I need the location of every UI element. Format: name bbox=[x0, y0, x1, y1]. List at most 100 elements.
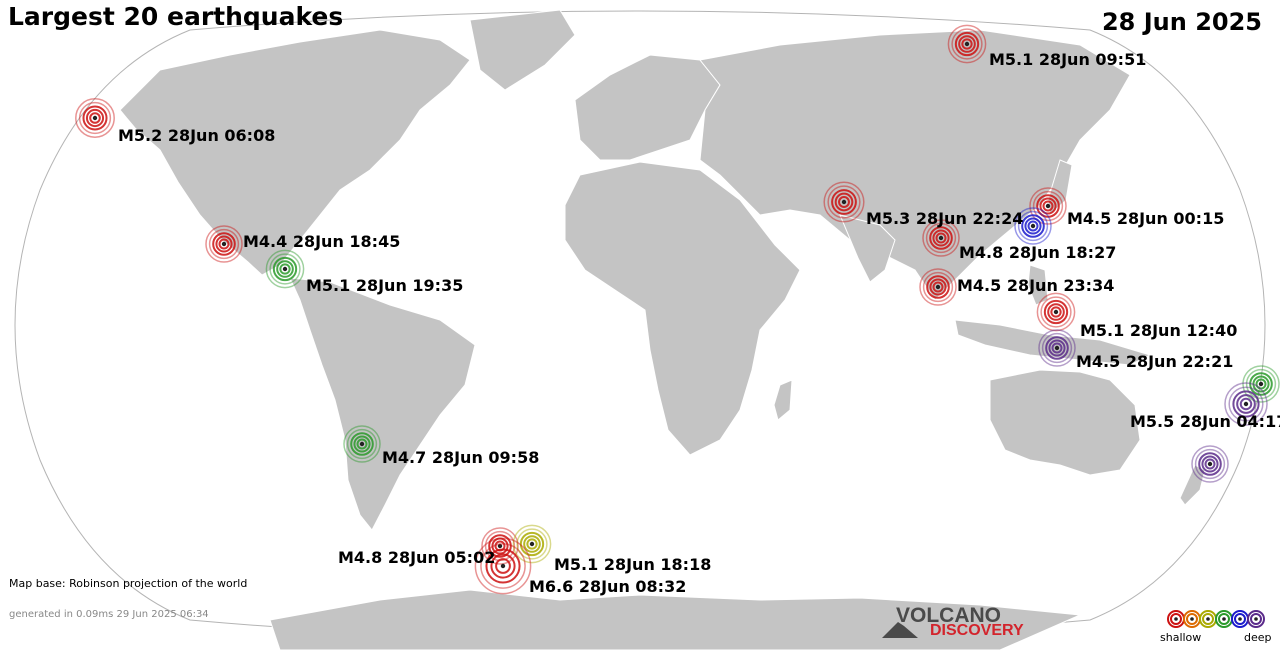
earthquake-marker[interactable] bbox=[1036, 292, 1076, 332]
logo-text-volcano: VOLCANO bbox=[896, 604, 1001, 627]
earthquake-label[interactable]: M4.8 28Jun 05:02 bbox=[338, 548, 496, 567]
map-title: Largest 20 earthquakes bbox=[8, 2, 344, 31]
earthquake-label[interactable]: M5.1 28Jun 19:35 bbox=[306, 276, 464, 295]
landmasses bbox=[119, 9, 1206, 650]
marker-ring bbox=[922, 219, 960, 257]
marker-ring bbox=[485, 548, 521, 584]
earthquake-label[interactable]: M4.5 28Jun 00:15 bbox=[1067, 209, 1225, 228]
earthquake-label[interactable]: M5.2 28Jun 06:08 bbox=[118, 126, 276, 145]
earthquake-marker[interactable] bbox=[922, 219, 960, 257]
earthquake-markers bbox=[75, 24, 1280, 595]
earthquake-marker[interactable] bbox=[474, 537, 532, 595]
land-india bbox=[839, 214, 896, 283]
earthquake-marker[interactable] bbox=[75, 98, 115, 138]
marker-center bbox=[1207, 461, 1213, 467]
marker-ring bbox=[951, 28, 983, 60]
marker-center bbox=[92, 115, 98, 121]
marker-ring bbox=[208, 228, 240, 260]
earthquake-marker[interactable] bbox=[343, 425, 381, 463]
marker-ring bbox=[516, 528, 548, 560]
earthquake-marker[interactable] bbox=[1242, 365, 1280, 403]
marker-ring bbox=[834, 192, 854, 212]
earthquake-label[interactable]: M4.8 28Jun 18:27 bbox=[959, 243, 1117, 262]
earthquake-marker[interactable] bbox=[1191, 445, 1229, 483]
marker-ring bbox=[350, 432, 374, 456]
marker-ring bbox=[480, 543, 526, 589]
marker-ring bbox=[929, 278, 947, 296]
earthquake-marker[interactable] bbox=[512, 524, 552, 564]
land-europe bbox=[574, 54, 721, 161]
marker-ring bbox=[926, 275, 950, 299]
marker-ring bbox=[954, 31, 980, 57]
marker-ring bbox=[279, 263, 291, 275]
marker-ring bbox=[488, 534, 512, 558]
land-greenland bbox=[469, 9, 576, 91]
depth-legend: shallow deep bbox=[1160, 608, 1272, 648]
marker-center bbox=[500, 563, 506, 569]
earthquake-label[interactable]: M5.1 28Jun 09:51 bbox=[989, 50, 1147, 69]
marker-ring bbox=[269, 253, 301, 285]
earthquake-marker[interactable] bbox=[947, 24, 987, 64]
marker-ring bbox=[346, 428, 378, 460]
marker-ring bbox=[1014, 207, 1052, 245]
earthquake-marker[interactable] bbox=[823, 181, 865, 223]
earthquake-label[interactable]: M4.5 28Jun 22:21 bbox=[1076, 352, 1234, 371]
marker-ring bbox=[1021, 214, 1045, 238]
marker-ring bbox=[1041, 332, 1073, 364]
earthquake-marker[interactable] bbox=[1038, 329, 1076, 367]
earthquake-marker[interactable] bbox=[1014, 207, 1052, 245]
map-date: 28 Jun 2025 bbox=[1101, 8, 1262, 36]
marker-center bbox=[1243, 401, 1249, 407]
earthquake-marker[interactable] bbox=[265, 249, 305, 289]
marker-ring bbox=[1042, 200, 1054, 212]
marker-ring bbox=[1242, 365, 1280, 403]
marker-ring bbox=[495, 558, 511, 574]
marker-ring bbox=[1048, 339, 1066, 357]
marker-ring bbox=[78, 101, 112, 135]
volcano-discovery-logo[interactable]: VOLCANO DISCOVERY bbox=[880, 604, 1040, 640]
marker-ring bbox=[265, 249, 305, 289]
earthquake-label[interactable]: M5.5 28Jun 04:17 bbox=[1130, 412, 1280, 431]
marker-ring bbox=[474, 537, 532, 595]
marker-ring bbox=[925, 222, 957, 254]
marker-ring bbox=[1038, 329, 1076, 367]
marker-ring bbox=[932, 229, 950, 247]
marker-center bbox=[359, 441, 365, 447]
marker-ring bbox=[831, 189, 857, 215]
earthquake-marker[interactable] bbox=[919, 268, 957, 306]
marker-ring bbox=[823, 181, 865, 223]
marker-center bbox=[529, 541, 535, 547]
marker-ring bbox=[1024, 217, 1042, 235]
marker-ring bbox=[89, 112, 101, 124]
marker-ring bbox=[1039, 197, 1057, 215]
marker-ring bbox=[75, 98, 115, 138]
land-south-america bbox=[289, 277, 476, 531]
earthquake-marker[interactable] bbox=[205, 225, 243, 263]
marker-ring bbox=[1228, 386, 1264, 422]
volcano-icon bbox=[882, 622, 918, 638]
marker-ring bbox=[490, 553, 516, 579]
marker-ring bbox=[276, 260, 294, 278]
earthquake-label[interactable]: M4.4 28Jun 18:45 bbox=[243, 232, 401, 251]
earthquake-marker[interactable] bbox=[1224, 382, 1268, 426]
earthquake-label[interactable]: M5.3 28Jun 22:24 bbox=[866, 209, 1024, 228]
marker-ring bbox=[353, 435, 371, 453]
earthquake-label[interactable]: M6.6 28Jun 08:32 bbox=[529, 577, 687, 596]
marker-ring bbox=[1036, 292, 1076, 332]
marker-ring bbox=[1232, 390, 1260, 418]
marker-ring bbox=[512, 524, 552, 564]
earthquake-label[interactable]: M5.1 28Jun 12:40 bbox=[1080, 321, 1238, 340]
earthquake-label[interactable]: M5.1 28Jun 18:18 bbox=[554, 555, 712, 574]
marker-ring bbox=[1045, 336, 1069, 360]
marker-center bbox=[938, 235, 944, 241]
marker-ring bbox=[1224, 382, 1268, 426]
marker-ring bbox=[1191, 445, 1229, 483]
earthquake-label[interactable]: M4.5 28Jun 23:34 bbox=[957, 276, 1115, 295]
depth-legend-circles bbox=[1167, 610, 1265, 628]
map-base-note: Map base: Robinson projection of the wor… bbox=[9, 577, 248, 590]
earthquake-label[interactable]: M4.7 28Jun 09:58 bbox=[382, 448, 540, 467]
legend-shallow-label: shallow bbox=[1160, 631, 1202, 644]
earthquake-marker[interactable] bbox=[1029, 187, 1067, 225]
legend-depth-swatch bbox=[1183, 610, 1201, 628]
